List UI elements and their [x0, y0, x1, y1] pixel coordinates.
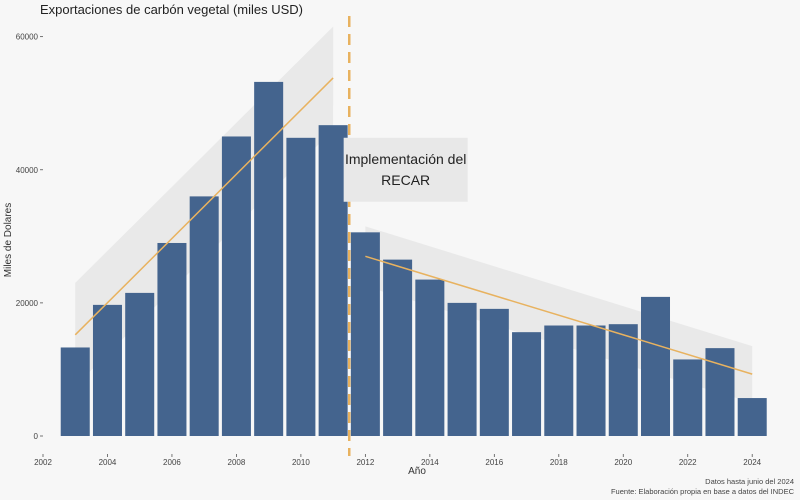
- bar-2005: [125, 292, 155, 436]
- recar-annotation: Implementación del RECAR: [343, 137, 468, 202]
- trend-lines: [74, 77, 753, 375]
- x-tick-label: 2018: [550, 458, 568, 467]
- bar-2015: [447, 302, 477, 436]
- x-tick-label: 2014: [421, 458, 439, 467]
- trend-line-post: [365, 255, 753, 375]
- bar-2023: [705, 348, 735, 436]
- bar-2019: [576, 325, 606, 436]
- annotation-box: [343, 137, 468, 202]
- x-tick-label: 2008: [228, 458, 246, 467]
- x-axis-ticks: 2002 2004 2006 2008 2010 2012 2014 2016 2018 2020…: [34, 454, 762, 467]
- bar-2004: [92, 304, 122, 436]
- x-tick-label: 2016: [485, 458, 503, 467]
- y-axis-title: Miles de Dolares: [3, 203, 14, 277]
- bar-2007: [189, 196, 219, 436]
- bars: [60, 81, 767, 437]
- bar-2020: [608, 324, 638, 436]
- x-tick-label: 2004: [99, 458, 117, 467]
- x-tick-label: 2006: [163, 458, 181, 467]
- bar-2012: [350, 232, 380, 436]
- bar-2024: [737, 398, 767, 436]
- data-note: Datos hasta junio del 2024: [705, 477, 794, 486]
- trend-line-pre: [74, 77, 334, 336]
- bar-2011: [318, 125, 348, 437]
- bar-2006: [157, 242, 187, 436]
- bar-2017: [512, 332, 542, 436]
- bar-2022: [673, 359, 703, 436]
- x-tick-label: 2022: [679, 458, 697, 467]
- x-tick-label: 2024: [743, 458, 761, 467]
- y-axis-ticks: 0 20000 40000 60000: [16, 33, 43, 441]
- x-tick-label: 2020: [614, 458, 632, 467]
- annotation-line-1: Implementación del: [345, 151, 466, 167]
- x-tick-label: 2002: [34, 458, 52, 467]
- bar-2008: [221, 136, 251, 437]
- bar-2014: [415, 279, 445, 436]
- bar-2010: [286, 137, 316, 436]
- chart-title: Exportaciones de carbón vegetal (miles U…: [40, 2, 303, 17]
- bar-2009: [254, 81, 284, 436]
- bar-2018: [544, 325, 574, 436]
- x-tick-label: 2012: [356, 458, 374, 467]
- annotation-line-2: RECAR: [381, 172, 430, 188]
- bar-2013: [383, 259, 413, 436]
- bar-2003: [60, 347, 90, 436]
- y-tick-label: 40000: [16, 166, 39, 175]
- source-note: Fuente: Elaboración propia en base a dat…: [611, 487, 795, 496]
- bar-2016: [479, 308, 509, 436]
- y-tick-label: 60000: [16, 33, 39, 42]
- y-tick-label: 0: [34, 432, 39, 441]
- y-tick-label: 20000: [16, 299, 39, 308]
- x-tick-label: 2010: [292, 458, 310, 467]
- x-axis-title: Año: [408, 466, 426, 477]
- bar-2021: [640, 296, 671, 436]
